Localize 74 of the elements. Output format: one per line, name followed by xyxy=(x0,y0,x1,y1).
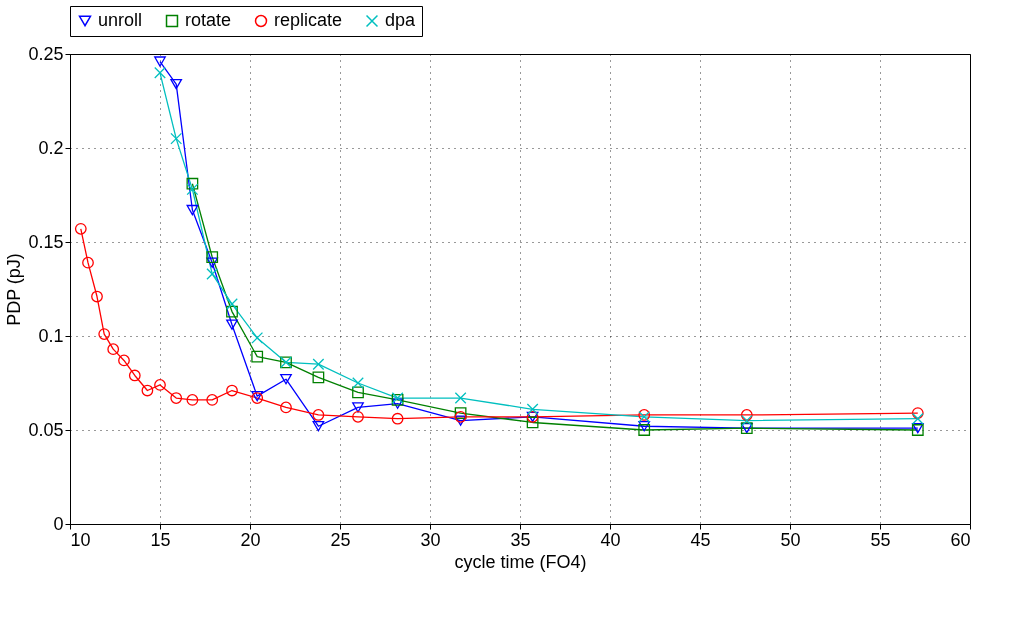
point xyxy=(454,410,467,423)
point xyxy=(154,56,166,67)
y-axis-title: PDP (pJ) xyxy=(4,253,25,326)
x-tick-label: 45 xyxy=(690,529,711,550)
point xyxy=(98,328,111,340)
point xyxy=(226,305,238,318)
point xyxy=(170,78,183,90)
point xyxy=(170,132,183,145)
point xyxy=(312,371,325,384)
point xyxy=(526,416,539,429)
point xyxy=(391,398,404,409)
point xyxy=(251,350,264,363)
point xyxy=(226,319,238,330)
point xyxy=(226,298,238,310)
point xyxy=(74,222,87,235)
x-tick-label: 55 xyxy=(870,529,891,550)
point xyxy=(251,331,264,344)
point xyxy=(391,412,404,425)
point xyxy=(526,403,539,416)
point xyxy=(170,392,183,404)
y-tick-label: 0.1 xyxy=(38,325,64,346)
x-tick-label: 35 xyxy=(510,529,531,550)
point xyxy=(454,392,467,404)
point xyxy=(911,412,924,425)
point xyxy=(107,343,120,356)
point xyxy=(91,290,103,303)
point xyxy=(226,384,238,397)
y-tick-label: 0 xyxy=(53,513,64,534)
point xyxy=(154,66,166,79)
point xyxy=(206,268,219,280)
legend-label: dpa xyxy=(385,10,417,30)
legend-label: rotate xyxy=(185,10,232,30)
point xyxy=(638,421,651,432)
x-tick-label: 25 xyxy=(330,529,351,550)
x-tick-label: 10 xyxy=(70,529,91,550)
x-tick-label: 50 xyxy=(780,529,801,550)
point xyxy=(186,394,199,406)
legend-label: unroll xyxy=(98,10,143,30)
point xyxy=(312,421,325,432)
point xyxy=(118,354,130,367)
point xyxy=(206,251,219,263)
point xyxy=(206,257,219,268)
y-tick-label: 0.25 xyxy=(28,43,64,64)
point xyxy=(280,401,292,414)
x-axis-title: cycle time (FO4) xyxy=(454,551,587,572)
x-tick-label: 15 xyxy=(150,529,171,550)
point xyxy=(82,256,94,269)
point xyxy=(352,410,364,423)
point xyxy=(352,402,364,413)
x-tick-label: 30 xyxy=(420,529,441,550)
point xyxy=(186,204,199,216)
point xyxy=(740,414,753,427)
point xyxy=(141,384,154,397)
point xyxy=(154,379,166,391)
point xyxy=(186,177,199,190)
point xyxy=(206,394,219,406)
y-tick-label: 0.15 xyxy=(28,231,64,252)
y-tick-label: 0.2 xyxy=(38,137,64,158)
point xyxy=(186,183,199,196)
point xyxy=(911,407,924,419)
x-tick-label: 20 xyxy=(240,529,261,550)
x-tick-label: 40 xyxy=(600,529,621,550)
point xyxy=(352,377,364,389)
point xyxy=(740,409,753,421)
point xyxy=(312,409,325,421)
x-tick-label: 60 xyxy=(950,529,971,550)
point xyxy=(280,374,292,385)
point xyxy=(454,407,467,419)
y-tick-label: 0.05 xyxy=(28,419,64,440)
point xyxy=(128,369,141,382)
point xyxy=(454,415,467,426)
legend-label: replicate xyxy=(274,10,343,30)
point xyxy=(312,358,325,371)
point xyxy=(352,386,364,399)
